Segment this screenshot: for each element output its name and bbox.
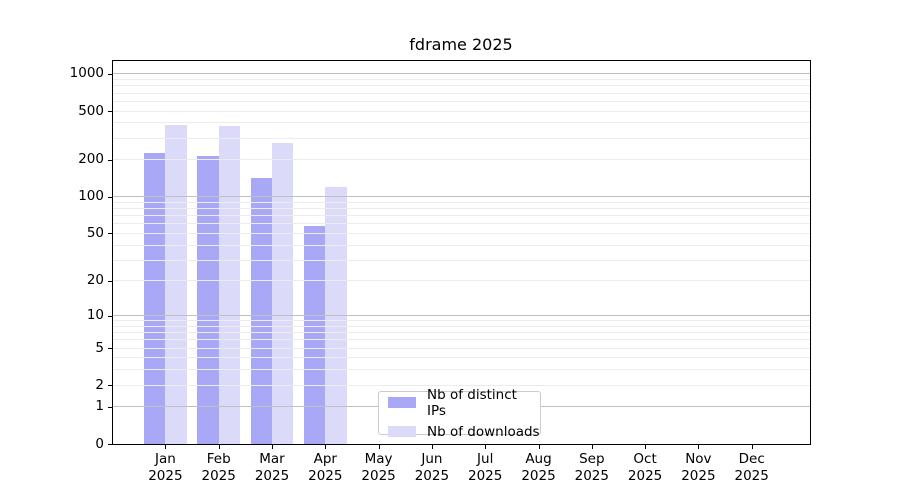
x-tick-label: Jul 2025 [468,451,503,484]
gridline-minor [112,339,810,341]
legend-entry-downloads: Nb of downloads [388,424,540,440]
x-tick-label: Sep 2025 [574,451,609,484]
gridline-minor [112,79,810,81]
plot-area [112,60,810,444]
x-tick-label: Mar 2025 [254,451,290,484]
legend-label-downloads: Nb of downloads [427,423,540,440]
y-tick-mark [108,196,112,198]
x-tick-label: Nov 2025 [681,451,716,484]
bar-distinct-ips [304,225,326,444]
x-tick-mark [751,445,753,449]
gridline-minor [112,159,810,161]
gridline-minor [112,122,810,124]
y-tick-mark [108,315,112,317]
y-tick-label: 2 [95,376,104,393]
y-tick-label: 10 [86,307,104,324]
gridline-minor [112,137,810,139]
x-tick-label: Aug 2025 [521,451,556,484]
gridline-minor [112,223,810,225]
y-tick-mark [108,111,112,113]
bar-distinct-ips [197,155,219,444]
gridline-minor [112,384,810,386]
y-tick-label: 200 [78,151,104,168]
x-tick-mark [591,445,593,449]
y-tick-label: 100 [78,188,104,205]
gridline-minor [112,110,810,112]
gridline-minor [112,320,810,322]
spine-left [112,60,113,445]
gridline-minor [112,332,810,334]
gridline-minor [112,347,810,349]
gridline-minor [112,201,810,203]
legend-swatch-distinct-ips [388,397,416,408]
bar-distinct-ips [144,152,166,444]
y-tick-label: 50 [86,224,104,241]
gridline-minor [112,85,810,87]
gridline-major [112,315,810,317]
gridline-major [112,196,810,198]
y-tick-mark [108,73,112,75]
bar-downloads [218,125,240,444]
y-tick-label: 1 [95,398,104,415]
y-tick-mark [108,348,112,350]
gridline-minor [112,357,810,359]
x-tick-label: Feb 2025 [201,451,236,484]
x-tick-mark [325,445,327,449]
chart-title: fdrame 2025 [409,35,513,54]
legend-swatch-downloads [388,426,416,437]
x-tick-label: Jun 2025 [414,451,450,484]
x-tick-mark [378,445,380,449]
gridline-minor [112,325,810,327]
y-tick-mark [108,233,112,235]
gridline-minor [112,100,810,102]
spine-top [112,60,810,61]
x-tick-mark [698,445,700,449]
y-tick-mark [108,159,112,161]
y-tick-label: 0 [95,435,104,452]
gridline-minor [112,92,810,94]
bar-downloads [165,125,187,444]
gridline-minor [112,244,810,246]
x-tick-label: May 2025 [361,451,396,484]
x-tick-mark [165,445,167,449]
legend-entry-distinct-ips: Nb of distinct IPs [388,387,540,419]
gridline-minor [112,208,810,210]
x-tick-mark [272,445,273,449]
y-tick-mark [108,280,112,282]
x-tick-label: Oct 2025 [627,451,663,484]
x-tick-mark [431,445,433,449]
y-tick-label: 500 [78,102,104,119]
gridline-minor [112,280,810,282]
x-tick-label: Apr 2025 [308,451,343,484]
y-tick-label: 5 [95,339,104,356]
y-tick-label: 1000 [69,65,104,82]
legend: Nb of distinct IPs Nb of downloads [378,387,541,440]
legend-label-distinct-ips: Nb of distinct IPs [427,386,517,419]
x-tick-label: Dec 2025 [734,451,769,484]
gridline-minor [112,232,810,234]
y-tick-label: 20 [86,272,104,289]
x-tick-mark [485,445,487,449]
gridline-major [112,73,810,75]
gridline-minor [112,215,810,217]
spine-right [810,60,811,445]
spine-bottom [112,444,811,445]
x-tick-mark [645,445,647,449]
y-tick-mark [108,385,112,387]
x-tick-mark [218,445,220,449]
gridline-minor [112,259,810,261]
x-tick-mark [538,445,540,449]
y-tick-mark [108,444,112,445]
y-tick-mark [108,406,112,408]
x-tick-label: Jan 2025 [148,451,183,484]
gridline-minor [112,369,810,371]
bar-distinct-ips [250,178,272,444]
bar-downloads [272,142,294,444]
